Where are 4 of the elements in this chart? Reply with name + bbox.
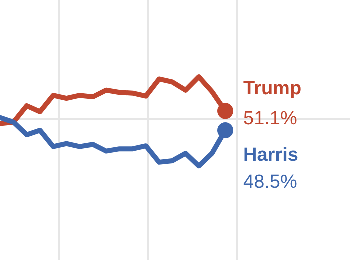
series-label: Trump <box>244 78 302 100</box>
data-label: 48.5% <box>244 172 298 193</box>
series-label: Harris <box>244 145 298 166</box>
data-label: 51.1% <box>244 108 298 130</box>
